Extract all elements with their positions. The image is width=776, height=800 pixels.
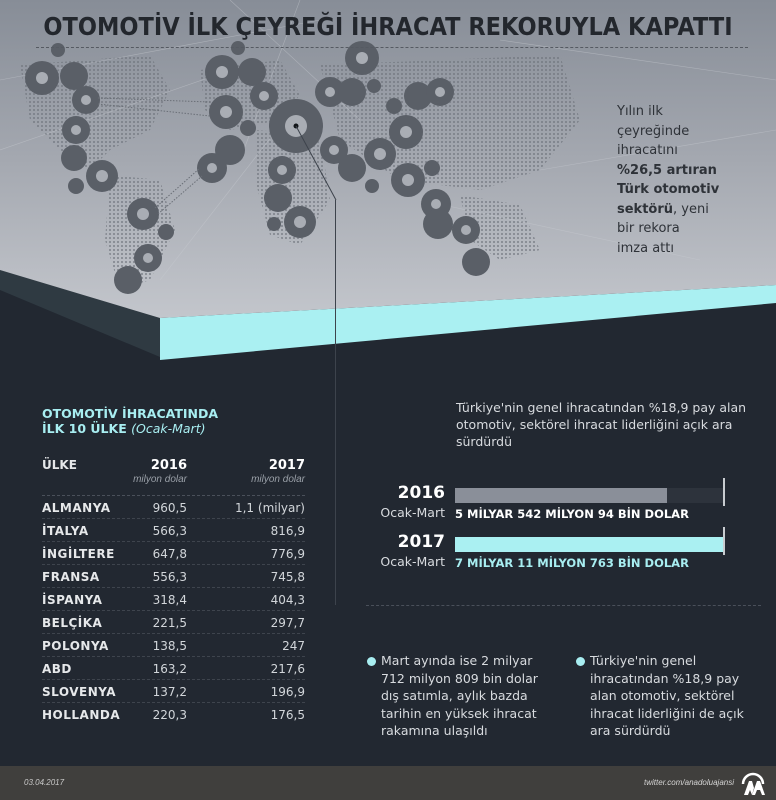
column-unit: milyon dolar <box>133 474 187 485</box>
world-gear-map-illustration <box>0 0 776 380</box>
bar-fill-2017 <box>455 537 723 552</box>
table-row: İSPANYA 318,4 404,3 <box>42 588 305 611</box>
bar-year-label: 2016 <box>397 483 445 503</box>
value-2016: 960,5 <box>152 501 187 515</box>
column-header-country: ÜLKE <box>42 458 77 472</box>
page-title: OTOMOTİV İLK ÇEYREĞİ İHRACAT REKORUYLA K… <box>43 12 733 41</box>
bar-value-label: 7 MİLYAR 11 MİLYON 763 BİN DOLAR <box>455 556 689 570</box>
section-divider <box>366 605 761 606</box>
value-2016: 556,3 <box>152 570 187 584</box>
bar-fill-2016 <box>455 488 667 503</box>
country-name: ABD <box>42 662 72 676</box>
leader-line <box>335 200 336 605</box>
table-row: ABD 163,2 217,6 <box>42 657 305 680</box>
country-name: ALMANYA <box>42 501 111 515</box>
intro-text: Yılın ilk çeyreğinde ihracatını %26,5 ar… <box>617 102 767 258</box>
bar-track <box>455 537 723 552</box>
value-2016: 138,5 <box>152 639 187 653</box>
value-2017: 745,8 <box>270 570 305 584</box>
country-name: İTALYA <box>42 524 89 538</box>
value-2017: 176,5 <box>270 708 305 722</box>
value-2017: 196,9 <box>270 685 305 699</box>
bar-period-label: Ocak-Mart <box>380 554 445 569</box>
column-unit: milyon dolar <box>251 474 305 485</box>
country-name: FRANSA <box>42 570 100 584</box>
bullet-text: Mart ayında ise 2 milyar 712 milyon 809 … <box>381 653 538 738</box>
title-divider <box>36 47 748 48</box>
value-2017: 1,1 (milyar) <box>234 501 305 515</box>
table-title-line1: OTOMOTİV İHRACATINDA <box>42 406 219 421</box>
top-10-countries-table: ÜLKE 2016 milyon dolar 2017 milyon dolar… <box>42 458 305 726</box>
intro-highlight: %26,5 artıran <box>617 162 717 178</box>
table-header: ÜLKE 2016 milyon dolar 2017 milyon dolar <box>42 458 305 496</box>
table-title-line2: İLK 10 ÜLKE <box>42 421 127 436</box>
table-row: BELÇİKA 221,5 297,7 <box>42 611 305 634</box>
bar-year-label: 2017 <box>397 532 445 552</box>
bar-track <box>455 488 723 503</box>
value-2017: 297,7 <box>270 616 305 630</box>
bullet-dot-icon <box>576 657 585 666</box>
bullet-dot-icon <box>367 657 376 666</box>
country-name: İSPANYA <box>42 593 103 607</box>
table-row: İTALYA 566,3 816,9 <box>42 519 305 542</box>
table-row: FRANSA 556,3 745,8 <box>42 565 305 588</box>
table-row: POLONYA 138,5 247 <box>42 634 305 657</box>
footer: 03.04.2017 twitter.com/anadoluajansi <box>0 766 776 800</box>
column-year: 2017 <box>268 458 305 473</box>
column-year: 2016 <box>150 458 187 473</box>
table-row: SLOVENYA 137,2 196,9 <box>42 680 305 703</box>
bullet-note-march: Mart ayında ise 2 milyar 712 milyon 809 … <box>367 652 542 740</box>
value-2017: 217,6 <box>270 662 305 676</box>
intro-line: , yeni <box>673 201 709 217</box>
intro-line: çeyreğinde <box>617 123 690 139</box>
intro-line: ihracatını <box>617 143 678 158</box>
column-header-2017: 2017 milyon dolar <box>205 458 305 485</box>
value-2017: 776,9 <box>270 547 305 561</box>
intro-highlight: sektörü <box>617 201 674 217</box>
country-name: İNGİLTERE <box>42 547 115 561</box>
country-name: POLONYA <box>42 639 109 653</box>
bar-period-label: Ocak-Mart <box>380 505 445 520</box>
value-2016: 137,2 <box>152 685 187 699</box>
anadolu-agency-logo-icon <box>741 772 765 795</box>
bar-end-marker <box>723 527 725 555</box>
bar-2016: 2016 Ocak-Mart 5 MİLYAR 542 MİLYON 94 Bİ… <box>365 478 765 527</box>
bar-value-label: 5 MİLYAR 542 MİLYON 94 BİN DOLAR <box>455 507 689 521</box>
intro-line: bir rekora <box>617 221 680 236</box>
sector-share-text: Türkiye'nin genel ihracatından %18,9 pay… <box>456 400 747 449</box>
bullet-text: Türkiye'nin genel ihracatından %18,9 pay… <box>590 653 744 738</box>
country-name: SLOVENYA <box>42 685 117 699</box>
table-row: HOLLANDA 220,3 176,5 <box>42 703 305 726</box>
value-2016: 566,3 <box>152 524 187 538</box>
value-2016: 220,3 <box>152 708 187 722</box>
value-2016: 318,4 <box>152 593 187 607</box>
intro-line: Yılın ilk <box>617 104 663 119</box>
table-title: OTOMOTİV İHRACATINDA İLK 10 ÜLKE (Ocak-M… <box>42 406 218 436</box>
twitter-handle[interactable]: twitter.com/anadoluajansi <box>644 778 734 787</box>
value-2017: 816,9 <box>270 524 305 538</box>
value-2017: 404,3 <box>270 593 305 607</box>
country-name: BELÇİKA <box>42 616 103 630</box>
value-2017: 247 <box>282 639 305 653</box>
intro-highlight: Türk otomotiv <box>617 182 720 197</box>
value-2016: 221,5 <box>152 616 187 630</box>
value-2016: 647,8 <box>152 547 187 561</box>
column-header-2016: 2016 milyon dolar <box>87 458 187 485</box>
table-row: İNGİLTERE 647,8 776,9 <box>42 542 305 565</box>
bar-end-marker <box>723 478 725 506</box>
value-2016: 163,2 <box>152 662 187 676</box>
intro-line: imza attı <box>617 240 674 256</box>
bar-2017: 2017 Ocak-Mart 7 MİLYAR 11 MİLYON 763 Bİ… <box>365 527 765 576</box>
publish-date: 03.04.2017 <box>24 778 65 787</box>
table-title-period: (Ocak-Mart) <box>131 421 206 436</box>
country-name: HOLLANDA <box>42 708 121 722</box>
table-row: ALMANYA 960,5 1,1 (milyar) <box>42 496 305 519</box>
bullet-note-share: Türkiye'nin genel ihracatından %18,9 pay… <box>576 652 751 740</box>
hero-map-panel: OTOMOTİV İLK ÇEYREĞİ İHRACAT REKORUYLA K… <box>0 0 776 380</box>
